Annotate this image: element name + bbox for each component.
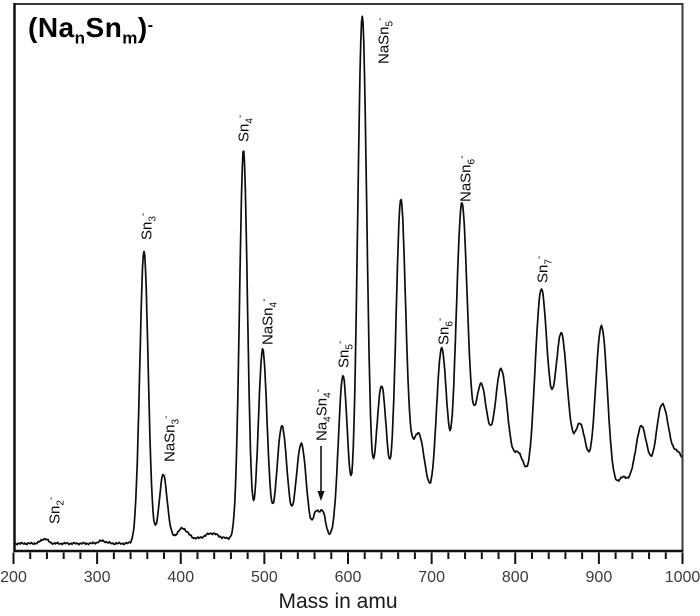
peak-label-Sn4: Sn4- bbox=[235, 114, 257, 142]
x-axis-title: Mass in amu bbox=[278, 590, 398, 613]
annotation-arrowhead bbox=[317, 491, 325, 501]
peak-label-Sn6: Sn6- bbox=[434, 317, 456, 345]
peak-label-Sn7: Sn7- bbox=[534, 255, 555, 283]
peak-label-NaSn4: NaSn4- bbox=[258, 298, 280, 345]
plot-frame bbox=[13, 3, 684, 552]
x-tick-label-200: 200 bbox=[0, 569, 27, 586]
x-tick-label-600: 600 bbox=[334, 569, 362, 586]
peak-label-Sn2: Sn2- bbox=[46, 496, 68, 524]
x-tick-label-300: 300 bbox=[83, 569, 111, 586]
peak-label-NaSn5: NaSn5- bbox=[375, 17, 396, 64]
x-tick-label-800: 800 bbox=[501, 569, 529, 586]
peak-label-Sn3: Sn3- bbox=[137, 212, 159, 240]
peak-label-Na4Sn4: Na4Sn4- bbox=[313, 388, 334, 441]
peak-label-NaSn3: NaSn3- bbox=[161, 415, 182, 462]
x-tick-label-400: 400 bbox=[167, 569, 195, 586]
x-tick-label-500: 500 bbox=[251, 569, 278, 586]
figure-title: (NanSnm)- bbox=[28, 12, 154, 48]
x-tick-label-1000: 1000 bbox=[664, 569, 700, 586]
peak-label-NaSn6: NaSn6- bbox=[456, 155, 478, 202]
spectrum-trace bbox=[14, 15, 683, 546]
x-tick-label-700: 700 bbox=[418, 569, 445, 586]
x-tick-label-900: 900 bbox=[585, 569, 613, 586]
peak-label-Sn5: Sn5- bbox=[334, 340, 356, 368]
